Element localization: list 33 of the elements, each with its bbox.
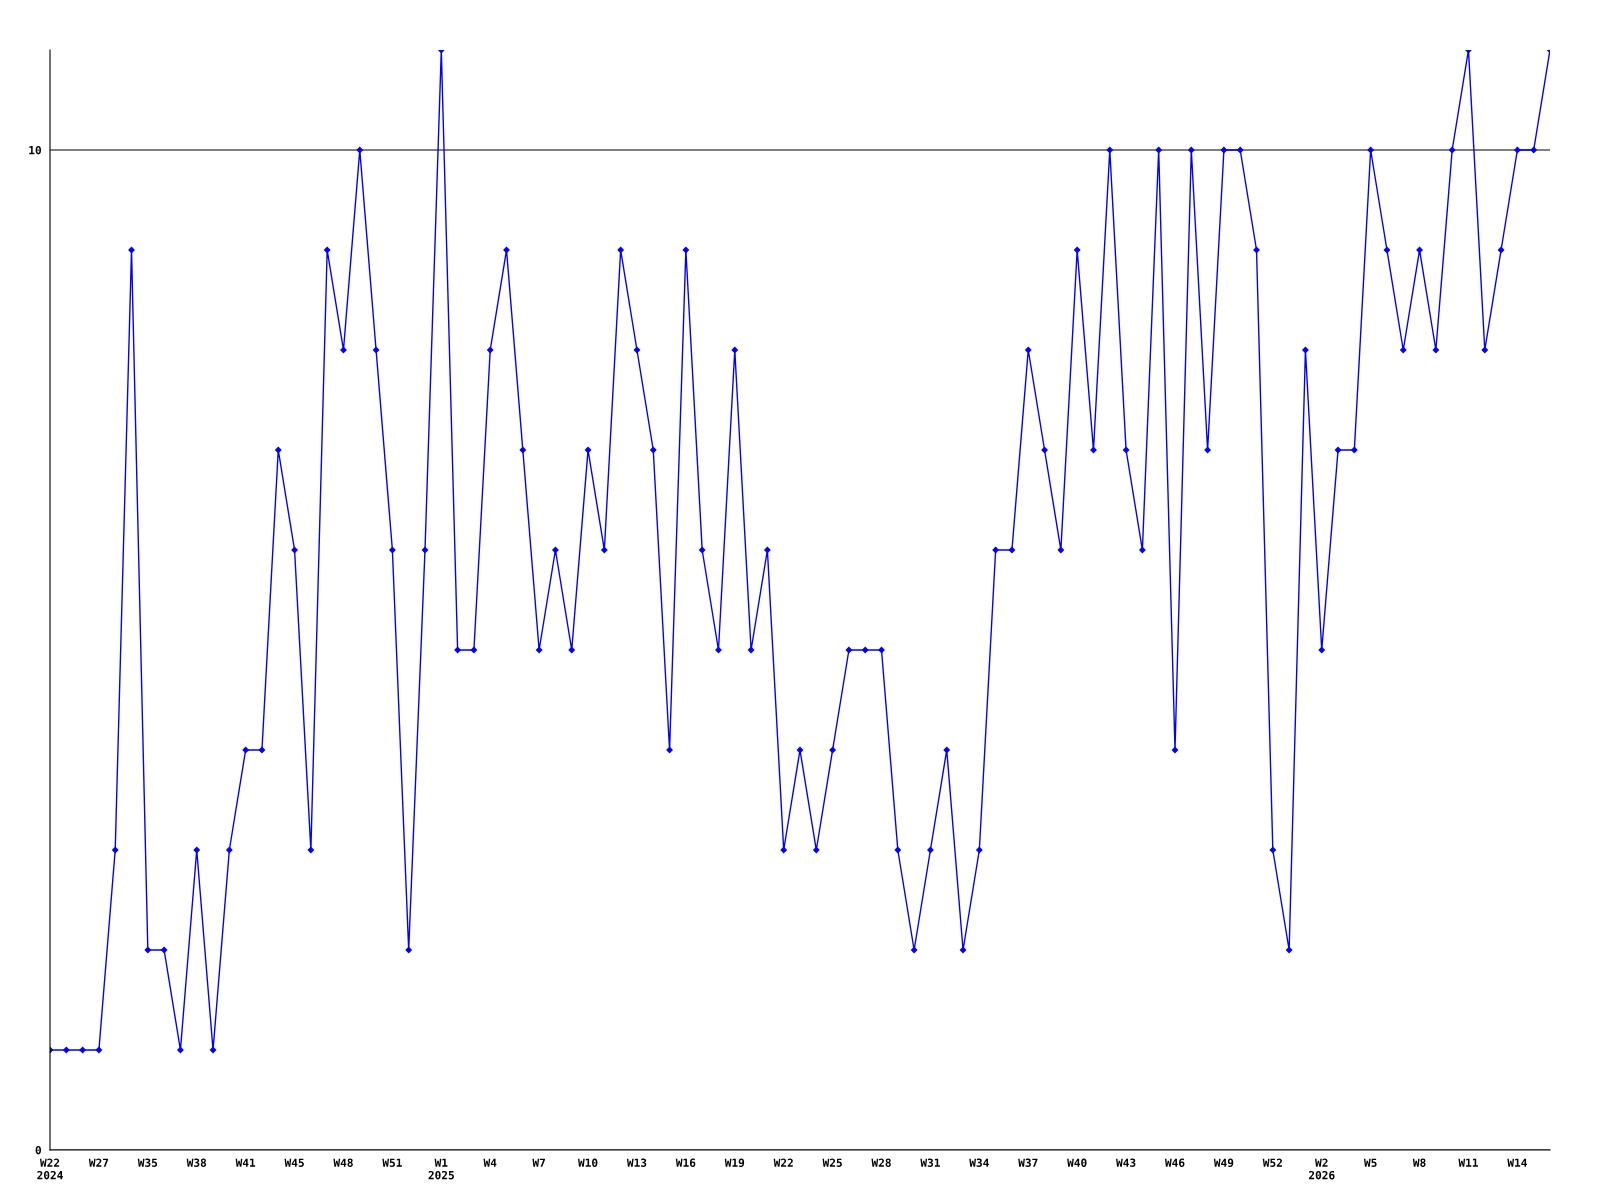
- x-tick-label: W52: [1262, 1158, 1282, 1167]
- x-tick-label: W14: [1507, 1158, 1527, 1167]
- x-tick-label: W48: [333, 1158, 353, 1167]
- x-tick-label: W27: [88, 1158, 109, 1167]
- x-tick-label: W2 2026: [1308, 1158, 1335, 1180]
- x-tick-label: W22 2024: [37, 1158, 63, 1180]
- x-tick-label: W49: [1213, 1158, 1234, 1167]
- x-tick-label: W45: [284, 1158, 304, 1167]
- x-tick-label: W43: [1116, 1158, 1136, 1167]
- y-tick-label: 10: [29, 145, 41, 155]
- x-tick-label: W40: [1067, 1158, 1087, 1167]
- x-tick-label: W13: [626, 1158, 647, 1167]
- x-tick-label: W35: [137, 1158, 158, 1167]
- x-tick-label: W16: [675, 1158, 696, 1167]
- x-tick-label: W7: [532, 1158, 545, 1167]
- x-tick-label: W4: [483, 1158, 497, 1167]
- x-tick-label: W25: [822, 1158, 842, 1167]
- x-tick-label: W28: [871, 1158, 891, 1167]
- x-tick-label: W34: [969, 1158, 989, 1167]
- x-tick-label: W19: [724, 1158, 745, 1167]
- x-tick-label: W46: [1164, 1158, 1185, 1167]
- x-tick-label: W37: [1018, 1158, 1038, 1167]
- x-tick-label: W51: [382, 1158, 402, 1167]
- x-tick-label: W11: [1458, 1158, 1478, 1167]
- x-tick-label: W31: [920, 1158, 940, 1167]
- x-tick-label: W10: [578, 1158, 598, 1167]
- x-tick-label: W22: [773, 1158, 793, 1167]
- x-tick-label: W41: [235, 1158, 256, 1167]
- x-tick-label: W38: [186, 1158, 207, 1167]
- x-tick-label: W8: [1412, 1158, 1426, 1167]
- y-tick-label: 0: [35, 1145, 41, 1155]
- x-tick-label: W1 2025: [428, 1158, 454, 1180]
- x-tick-label: W5: [1363, 1158, 1377, 1167]
